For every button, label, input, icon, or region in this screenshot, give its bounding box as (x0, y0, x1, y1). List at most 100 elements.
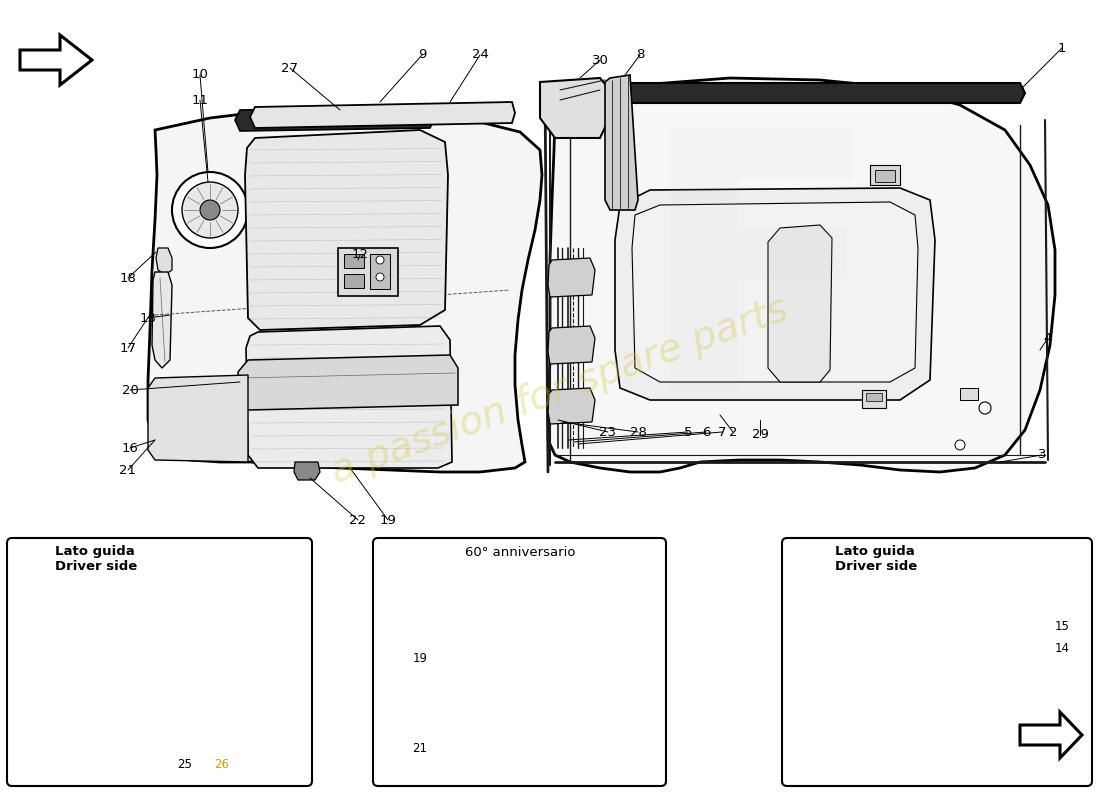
Text: 15: 15 (1055, 619, 1069, 633)
Polygon shape (238, 355, 458, 410)
Text: 8: 8 (636, 49, 645, 62)
Text: 11: 11 (191, 94, 209, 106)
Text: 3: 3 (1037, 449, 1046, 462)
Text: 21: 21 (120, 463, 136, 477)
Circle shape (182, 182, 238, 238)
Text: 13: 13 (140, 311, 156, 325)
Text: 2: 2 (728, 426, 737, 438)
Bar (344, 274, 364, 288)
Polygon shape (540, 78, 618, 138)
Bar (902, 582, 944, 600)
Text: 18: 18 (120, 271, 136, 285)
Bar (866, 393, 882, 401)
Text: 28: 28 (629, 426, 647, 438)
Polygon shape (1020, 712, 1082, 758)
Polygon shape (148, 108, 542, 472)
Polygon shape (852, 572, 913, 635)
Text: 22: 22 (350, 514, 366, 526)
Bar (902, 638, 944, 656)
Circle shape (916, 745, 926, 755)
Text: 20: 20 (122, 383, 139, 397)
Polygon shape (802, 678, 1055, 712)
Text: Driver side: Driver side (835, 559, 917, 573)
Text: 14: 14 (1055, 642, 1069, 654)
Polygon shape (152, 272, 172, 368)
Bar (858, 599, 902, 611)
Polygon shape (156, 248, 172, 275)
Circle shape (172, 172, 248, 248)
Polygon shape (392, 700, 434, 732)
FancyBboxPatch shape (7, 538, 312, 786)
Text: 16: 16 (122, 442, 139, 454)
Polygon shape (20, 35, 92, 85)
Polygon shape (548, 258, 595, 297)
Polygon shape (768, 225, 832, 382)
Bar (30, 638, 52, 673)
Bar (902, 666, 944, 684)
Bar (858, 616, 902, 628)
Bar (870, 165, 900, 185)
Polygon shape (548, 326, 595, 364)
Circle shape (955, 440, 965, 450)
Bar (102, 655, 120, 673)
Text: 5: 5 (684, 426, 692, 438)
FancyBboxPatch shape (373, 538, 666, 786)
Polygon shape (548, 388, 595, 424)
Bar (30, 598, 52, 626)
Text: 26: 26 (214, 758, 230, 771)
Polygon shape (808, 565, 1072, 770)
Polygon shape (245, 130, 448, 330)
Polygon shape (148, 375, 248, 462)
Text: Lato guida: Lato guida (835, 546, 915, 558)
Text: a passion for spare parts: a passion for spare parts (327, 290, 794, 490)
Text: 29: 29 (751, 429, 769, 442)
Polygon shape (548, 78, 1055, 472)
Text: 27: 27 (282, 62, 298, 74)
Polygon shape (632, 202, 918, 382)
Polygon shape (605, 75, 638, 210)
Polygon shape (615, 188, 935, 400)
Bar (90, 605, 160, 710)
Bar (858, 582, 902, 594)
Text: 24: 24 (472, 49, 488, 62)
Text: 19: 19 (412, 651, 428, 665)
Bar (902, 694, 944, 712)
Circle shape (376, 256, 384, 264)
Bar (344, 254, 364, 268)
Bar (862, 390, 886, 408)
Text: 25: 25 (177, 758, 192, 771)
Bar (102, 685, 120, 703)
Polygon shape (384, 562, 648, 680)
Bar (96, 612, 154, 704)
Text: 17: 17 (120, 342, 136, 354)
Polygon shape (294, 462, 320, 480)
Bar (902, 610, 944, 628)
FancyBboxPatch shape (782, 538, 1092, 786)
Text: 9: 9 (418, 49, 426, 62)
Text: 1: 1 (1058, 42, 1066, 54)
Bar (30, 685, 52, 713)
Text: 10: 10 (191, 69, 208, 82)
Polygon shape (378, 680, 648, 775)
Text: 4: 4 (1044, 331, 1053, 345)
Polygon shape (235, 107, 434, 131)
Text: 60° anniversario: 60° anniversario (464, 546, 575, 558)
Polygon shape (246, 326, 452, 468)
Text: 23: 23 (600, 426, 616, 438)
Bar (874, 170, 895, 182)
Bar (338, 248, 398, 296)
Bar (30, 725, 52, 750)
Text: 30: 30 (592, 54, 608, 66)
Text: 21: 21 (412, 742, 428, 754)
Text: Driver side: Driver side (55, 559, 138, 573)
Bar (902, 722, 944, 740)
Text: 7: 7 (717, 426, 726, 438)
Circle shape (200, 200, 220, 220)
Text: 12: 12 (352, 249, 368, 262)
Bar (370, 254, 390, 289)
Circle shape (168, 651, 182, 665)
Circle shape (979, 402, 991, 414)
Polygon shape (895, 567, 953, 768)
Text: Lato guida: Lato guida (55, 546, 134, 558)
Polygon shape (438, 705, 480, 728)
